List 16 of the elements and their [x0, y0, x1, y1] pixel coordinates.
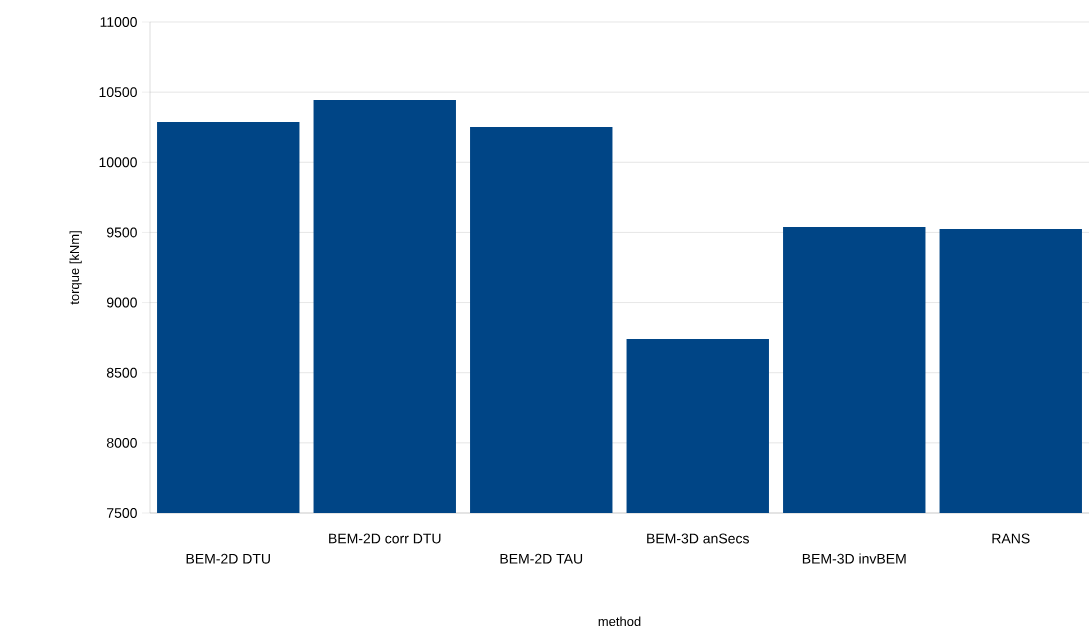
y-tick-label: 7500 [107, 508, 137, 518]
x-tick-label: BEM-2D DTU [186, 553, 270, 564]
y-tick-label: 10500 [99, 87, 137, 98]
x-tick-label: BEM-2D TAU [500, 553, 583, 564]
y-tick-label: 10000 [99, 157, 137, 168]
y-tick-label: 8000 [106, 437, 137, 448]
y-tick-label: 8500 [106, 367, 137, 378]
y-tick-label: 9500 [106, 227, 137, 238]
x-axis-title: method [598, 616, 641, 627]
y-axis-title: torque [kNm] [69, 231, 82, 305]
y-tick-label: 11000 [100, 17, 137, 27]
x-tick-label: BEM-3D anSecs [647, 533, 749, 544]
x-tick-label: RANS [992, 533, 1030, 544]
y-tick-label: 9000 [106, 297, 137, 308]
x-tick-label: BEM-3D invBEM [802, 553, 906, 564]
x-tick-label: BEM-2D corr DTU [329, 533, 441, 544]
